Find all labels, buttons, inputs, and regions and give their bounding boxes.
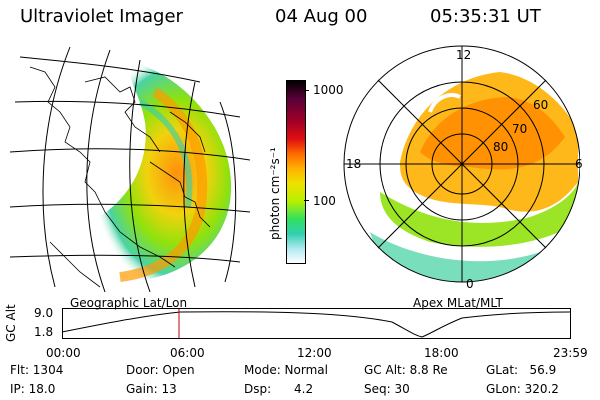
glat-info: GLat: 56.9 (486, 363, 557, 377)
time-tick: 00:00 (46, 346, 81, 360)
geographic-map (10, 46, 250, 293)
mlt-label-12: 12 (456, 48, 472, 62)
polar-plot (343, 45, 580, 283)
lat-label-60: 60 (533, 98, 549, 112)
colorbar-tick (304, 200, 309, 201)
colorbar-tick-label: 1000 (313, 83, 344, 97)
mode-info: Mode: Normal (244, 363, 328, 377)
lat-label-80: 80 (493, 140, 509, 154)
dsp-info: Dsp: 4.2 (244, 382, 314, 396)
gc-alt-ylabel: GC Alt (4, 304, 18, 342)
gc-alt-ytick: 9.0 (34, 306, 54, 320)
colorbar-tick (304, 90, 309, 91)
time-tick: 23:59 (553, 346, 588, 360)
lat-label-70: 70 (512, 122, 528, 136)
polar-caption: Apex MLat/MLT (413, 296, 503, 310)
mlt-label-6: 6 (575, 157, 583, 171)
door-info: Door: Open (126, 363, 195, 377)
colorbar (286, 80, 306, 264)
ip-info: IP: 18.0 (10, 382, 56, 396)
time-label: 05:35:31 UT (430, 6, 541, 27)
altitude-strip (62, 308, 571, 339)
mlt-label-18: 18 (346, 157, 362, 171)
colorbar-unit-label: photon cm⁻²s⁻¹ (268, 147, 282, 240)
time-tick: 18:00 (424, 346, 459, 360)
flt-info: Flt: 1304 (10, 363, 64, 377)
time-tick: 06:00 (170, 346, 205, 360)
mlt-label-0: 0 (466, 277, 474, 291)
gc-alt-info: GC Alt: 8.8 Re (364, 363, 448, 377)
instrument-title: Ultraviolet Imager (20, 6, 183, 27)
time-tick: 12:00 (297, 346, 332, 360)
glon-info: GLon: 320.2 (486, 382, 559, 396)
seq-info: Seq: 30 (364, 382, 410, 396)
geographic-caption: Geographic Lat/Lon (70, 296, 188, 310)
colorbar-tick-label: 100 (313, 194, 336, 208)
gc-alt-ytick: 1.8 (34, 325, 54, 339)
date-label: 04 Aug 00 (275, 6, 368, 27)
gain-info: Gain: 13 (126, 382, 177, 396)
